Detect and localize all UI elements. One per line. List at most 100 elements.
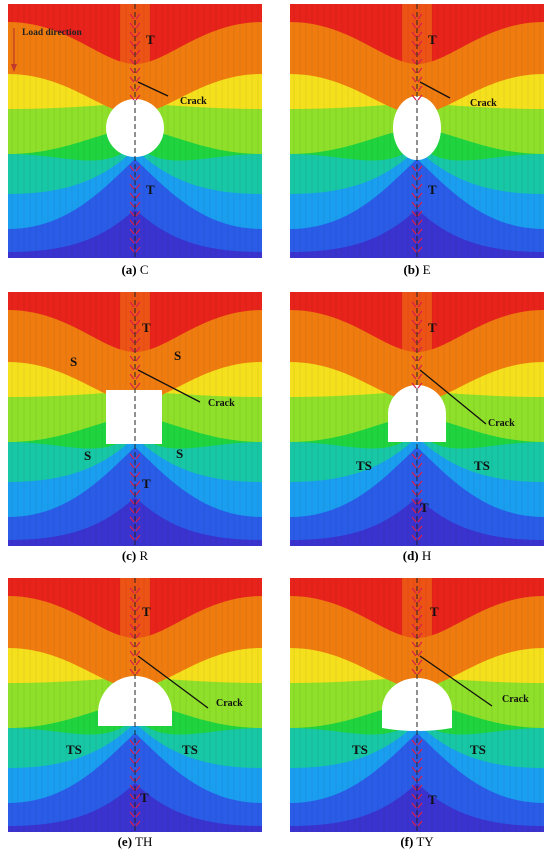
caption-letter: (a): [121, 262, 137, 277]
crack-marker: [129, 183, 141, 190]
crack-marker: [129, 94, 141, 101]
crack-marker: [129, 219, 141, 226]
caption-b: (b) E: [290, 262, 544, 278]
panel-f: T Crack TS TS T: [290, 578, 544, 832]
crack-marker: [411, 328, 423, 335]
contour-field-a: [8, 4, 262, 258]
crack-pointer-arrow: [419, 655, 493, 707]
crack-marker: [411, 31, 423, 38]
crack-marker: [411, 183, 423, 190]
panel-c: T S S Crack S S T: [8, 292, 262, 546]
crack-marker: [129, 31, 141, 38]
crack-marker: [129, 534, 141, 541]
crack-marker: [129, 462, 141, 469]
label-top-t: T: [146, 32, 155, 47]
crack-marker: [129, 453, 141, 460]
panel-d: T Crack TS TS T: [290, 292, 544, 546]
caption-f: (f) TY: [290, 834, 544, 850]
crack-marker: [411, 319, 423, 326]
crack-marker: [129, 748, 141, 755]
crack-marker: [411, 301, 423, 308]
crack-marker: [411, 373, 423, 380]
crack-marker: [411, 355, 423, 362]
label-bottom-t: T: [146, 182, 155, 197]
crack-marker: [411, 507, 423, 514]
label-top-t: T: [142, 320, 151, 335]
caption-name: E: [422, 262, 431, 277]
panel-e: T Crack TS TS T: [8, 578, 262, 832]
crack-marker: [129, 820, 141, 827]
crack-marker: [411, 210, 423, 217]
crack-marker: [129, 192, 141, 199]
label-ts-right: TS: [182, 742, 198, 757]
contour-band: [290, 497, 544, 546]
crack-marker: [129, 76, 141, 83]
contour-band: [8, 209, 262, 258]
crack-marker: [411, 784, 423, 791]
crack-marker: [411, 471, 423, 478]
crack-marker: [411, 337, 423, 344]
contour-field-e: [8, 578, 262, 832]
caption-e: (e) TH: [8, 834, 262, 850]
crack-marker: [129, 739, 141, 746]
label-s-bottom-right: S: [176, 446, 184, 461]
crack-marker: [411, 605, 423, 612]
caption-name: TY: [416, 834, 434, 849]
label-crack: Crack: [208, 398, 235, 409]
crack-marker: [129, 174, 141, 181]
crack-marker: [129, 85, 141, 92]
label-crack: Crack: [488, 418, 515, 429]
crack-marker: [411, 382, 423, 389]
crack-marker: [129, 471, 141, 478]
crack-marker: [411, 668, 423, 675]
panel-b: T Crack T: [290, 4, 544, 258]
crack-marker: [129, 237, 141, 244]
label-s-top-right: S: [174, 348, 182, 363]
label-crack: Crack: [502, 694, 529, 705]
crack-marker: [129, 489, 141, 496]
caption-d: (d) H: [290, 548, 544, 564]
caption-c: (c) R: [8, 548, 262, 564]
crack-marker: [129, 49, 141, 56]
label-top-t: T: [428, 320, 437, 335]
crack-marker: [129, 641, 141, 648]
crack-marker: [411, 201, 423, 208]
crack-marker: [129, 802, 141, 809]
label-s-bottom-left: S: [84, 448, 92, 463]
caption-letter: (f): [400, 834, 414, 849]
crack-marker: [411, 623, 423, 630]
crack-marker: [411, 58, 423, 65]
crack-marker: [411, 346, 423, 353]
contour-field-f: [290, 578, 544, 832]
crack-marker: [411, 174, 423, 181]
crack-pointer-arrow: [137, 81, 169, 97]
caption-name: C: [139, 262, 149, 277]
crack-marker: [129, 382, 141, 389]
caption-name: TH: [135, 834, 153, 849]
crack-marker: [129, 337, 141, 344]
crack-marker: [129, 67, 141, 74]
crack-marker: [129, 793, 141, 800]
crack-marker: [129, 757, 141, 764]
crack-pointer-arrow: [419, 81, 451, 99]
crack-marker: [129, 811, 141, 818]
crack-marker: [411, 775, 423, 782]
crack-marker: [411, 453, 423, 460]
crack-marker: [411, 228, 423, 235]
crack-marker: [129, 516, 141, 523]
panel-a: Load direction T Crack T: [8, 4, 262, 258]
crack-marker: [411, 67, 423, 74]
caption-name: R: [139, 548, 149, 563]
opening-tunnel: [382, 678, 452, 731]
crack-marker: [411, 246, 423, 253]
crack-marker: [411, 534, 423, 541]
crack-marker: [129, 659, 141, 666]
crack-pointer-arrow: [137, 369, 201, 403]
crack-marker: [411, 739, 423, 746]
label-bottom-t: T: [140, 790, 149, 805]
crack-marker: [129, 22, 141, 29]
crack-marker: [129, 246, 141, 253]
caption-letter: (b): [403, 262, 420, 277]
crack-marker: [129, 210, 141, 217]
crack-marker: [129, 310, 141, 317]
